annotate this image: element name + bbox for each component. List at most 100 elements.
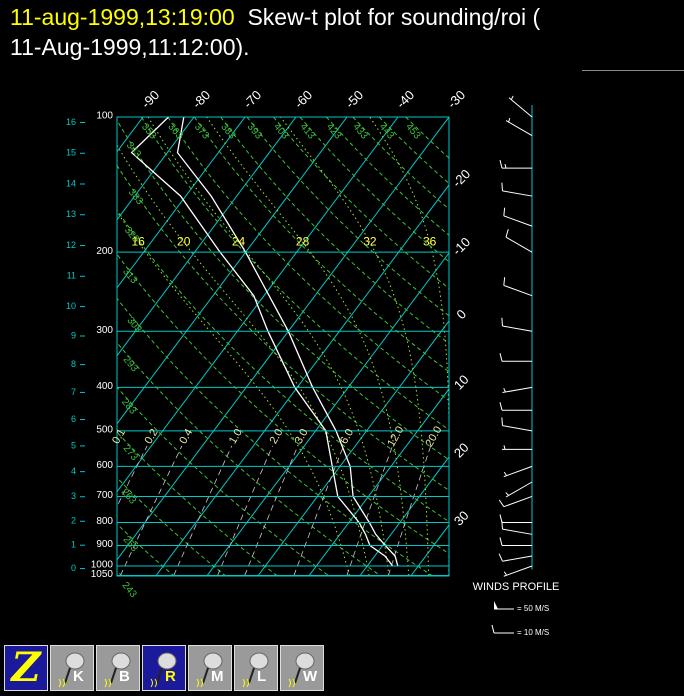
mixing-ratio-label: 0.2 <box>143 427 161 446</box>
isotherm-label: -90 <box>138 87 162 111</box>
moist-adiabat <box>369 117 449 576</box>
pressure-label: 700 <box>96 490 113 501</box>
toolbar-button[interactable]: R <box>142 645 186 691</box>
legend-label: = 50 M/S <box>517 604 549 613</box>
pressure-label: 200 <box>96 246 113 257</box>
plot-area <box>117 117 449 576</box>
pressure-label: 400 <box>96 381 113 392</box>
wind-barb <box>508 95 533 118</box>
dry-adiabat <box>273 117 449 290</box>
barb-feather <box>503 277 506 286</box>
isotherm <box>206 252 449 576</box>
dry-adiabat-label: 263 <box>119 487 138 507</box>
button-icon <box>288 652 315 688</box>
barb-feather <box>505 229 509 238</box>
isotherm-label: -50 <box>342 87 366 111</box>
button-icon <box>58 652 85 688</box>
barb-feather <box>499 160 503 169</box>
legend-title: WINDS PROFILE <box>473 581 560 593</box>
toolbar-button[interactable]: K <box>50 645 94 691</box>
moist-adiabat <box>117 144 370 576</box>
toolbar-button[interactable]: Z <box>4 645 48 691</box>
mixing-ratio-label: 0.4 <box>177 427 195 446</box>
height-label: 11 <box>67 271 76 281</box>
pressure-label: 900 <box>96 539 113 550</box>
isotherm-label: -40 <box>393 87 417 111</box>
isotherm-label: 10 <box>451 372 472 393</box>
barb-staff <box>505 481 533 498</box>
barb-staff <box>503 465 533 478</box>
dry-adiabat <box>167 117 449 402</box>
barb-staff <box>502 325 533 332</box>
wind-barb <box>499 537 532 546</box>
wind-barb <box>501 317 533 332</box>
barb-flag <box>494 601 498 609</box>
dry-adiabat <box>299 117 449 263</box>
moist-adiabat-label: 28 <box>296 234 310 248</box>
moist-adiabat-label: 32 <box>363 234 377 248</box>
legend-label: = 10 M/S <box>517 628 549 637</box>
height-label: 13 <box>66 209 76 219</box>
pressure-label: 800 <box>96 516 113 527</box>
height-label: 0 <box>71 563 76 573</box>
button-label: K <box>73 668 84 685</box>
isotherm <box>117 117 297 357</box>
button-label: M <box>211 668 224 685</box>
barb-feather <box>499 353 503 362</box>
button-label: B <box>119 668 130 685</box>
dry-adiabat <box>117 341 381 576</box>
mixing-ratio-line <box>293 445 344 576</box>
wind-barb <box>499 402 532 411</box>
toolbar-button[interactable]: B <box>96 645 140 691</box>
barb-feather <box>503 471 508 476</box>
barb-staff <box>502 190 533 197</box>
mixing-ratio-line <box>217 445 273 576</box>
barb-feather <box>499 514 503 523</box>
wind-barb <box>503 277 533 297</box>
button-icon <box>242 652 269 688</box>
toolbar-button[interactable]: L <box>234 645 278 691</box>
wind-barb <box>498 495 533 508</box>
height-label: 12 <box>66 240 76 250</box>
wind-barb <box>503 207 533 227</box>
mixing-ratio-label: 3.0 <box>293 427 311 446</box>
moist-adiabat <box>280 117 430 576</box>
height-label: 15 <box>66 148 76 158</box>
wind-barb <box>503 565 533 577</box>
mixing-ratio-label: 20.0 <box>423 424 444 449</box>
mixing-ratio-line <box>117 445 148 508</box>
barb-feather <box>508 117 511 123</box>
barb-feather <box>505 492 509 496</box>
toolbar-button[interactable]: M <box>188 645 232 691</box>
barb-staff <box>502 386 533 394</box>
dry-adiabat-label: 423 <box>324 122 343 142</box>
barb-staff <box>505 236 533 253</box>
pressure-label: 1000 <box>91 560 114 571</box>
isotherm <box>359 456 449 576</box>
barb-feather <box>499 402 503 411</box>
barb-feather <box>504 164 507 169</box>
wind-barb <box>502 386 533 394</box>
button-label: W <box>303 668 318 685</box>
barb-staff <box>505 120 533 137</box>
dry-adiabat-label: 443 <box>377 122 396 142</box>
pressure-label: 500 <box>96 424 113 435</box>
separator <box>582 70 684 71</box>
wind-barb <box>499 514 532 523</box>
sounding-trace <box>130 117 394 567</box>
barb-feather <box>503 445 506 450</box>
moist-adiabat-label: 20 <box>177 234 191 248</box>
sounding-trace <box>176 117 399 567</box>
isotherm-label: -60 <box>291 87 315 111</box>
wind-barb <box>505 481 533 498</box>
wind-barb <box>502 445 532 450</box>
moist-adiabat <box>147 117 390 576</box>
dry-adiabat <box>117 119 449 461</box>
barb-feather <box>498 553 503 562</box>
height-label: 16 <box>66 117 76 127</box>
dry-adiabat <box>117 386 329 576</box>
dry-adiabat-label: 403 <box>271 122 290 142</box>
dry-adiabat-label: 273 <box>121 443 140 463</box>
toolbar-button[interactable]: W <box>280 645 324 691</box>
